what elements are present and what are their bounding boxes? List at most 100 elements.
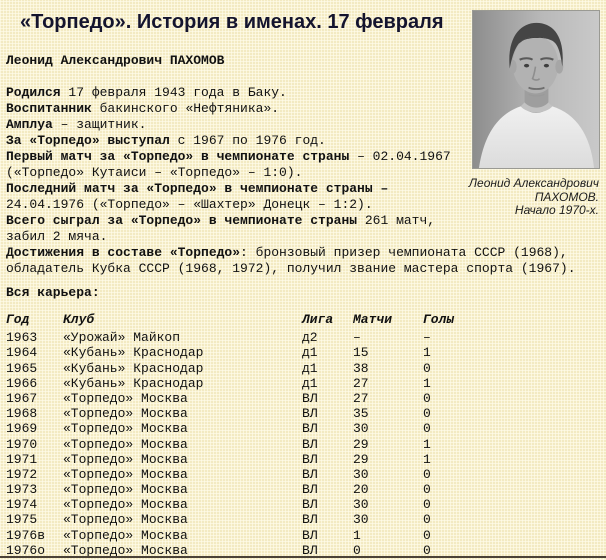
table-cell: 27: [353, 375, 369, 391]
table-row: 1976в «Торпедо» Москва ВЛ 1 0: [6, 528, 602, 543]
table-header-row: Год Клуб Лига Матчи Голы: [6, 312, 602, 327]
table-cell: 0: [423, 421, 431, 437]
bio-segment: Всего сыграл за «Торпедо» в чемпионате с…: [6, 213, 358, 228]
table-cell: 0: [423, 512, 431, 528]
table-cell: «Торпедо» Москва: [63, 497, 188, 513]
bio-line: Родился 17 февраля 1943 года в Баку.: [6, 85, 576, 101]
table-cell: 1: [423, 345, 431, 361]
table-cell: 29: [353, 436, 369, 452]
table-cell: 1967: [6, 390, 38, 406]
table-cell: «Торпедо» Москва: [63, 512, 188, 528]
column-header: Лига: [302, 312, 334, 327]
table-cell: 15: [353, 345, 369, 361]
column-header: Голы: [423, 312, 455, 327]
table-cell: –: [353, 330, 361, 346]
table-cell: ВЛ: [302, 436, 318, 452]
bio-line: За «Торпедо» выступал с 1967 по 1976 год…: [6, 133, 576, 149]
bio-segment: : бронзовый призер чемпионата СССР (1968…: [240, 245, 568, 260]
bio-text: Леонид Александрович ПАХОМОВ Родился 17 …: [6, 53, 576, 277]
table-cell: 27: [353, 390, 369, 406]
bio-segment: Амплуа: [6, 117, 53, 132]
table-cell: ВЛ: [302, 497, 318, 513]
bio-segment: Леонид Александрович ПАХОМОВ: [6, 53, 225, 68]
column-header: Клуб: [63, 312, 95, 327]
table-cell: 1: [353, 527, 361, 543]
table-cell: 35: [353, 406, 369, 422]
photo-caption-line: ПАХОМОВ.: [534, 189, 599, 204]
bio-line: Всего сыграл за «Торпедо» в чемпионате с…: [6, 213, 576, 229]
photo-caption: Леонид Александрович ПАХОМОВ. Начало 1970-…: [409, 176, 599, 218]
photo-caption-line: Начало 1970-х.: [514, 203, 599, 217]
table-row: 1964 «Кубань» Краснодар д1 15 1: [6, 345, 602, 360]
table-row: 1973 «Торпедо» Москва ВЛ 20 0: [6, 482, 602, 497]
table-cell: 30: [353, 466, 369, 482]
table-cell: 1: [423, 436, 431, 452]
table-cell: ВЛ: [302, 406, 318, 422]
table-cell: 1976о: [6, 542, 46, 558]
table-cell: 1970: [6, 436, 38, 452]
table-cell: 1976в: [6, 527, 46, 543]
bio-segment: За «Торпедо» выступал: [6, 133, 170, 148]
table-row: 1968 «Торпедо» Москва ВЛ 35 0: [6, 406, 602, 421]
bio-line: забил 2 мяча.: [6, 229, 576, 245]
table-cell: 30: [353, 497, 369, 513]
table-cell: 1968: [6, 406, 38, 422]
table-cell: «Кубань» Краснодар: [63, 360, 204, 376]
table-cell: ВЛ: [302, 527, 318, 543]
bio-segment: забил 2 мяча.: [6, 229, 108, 244]
bio-line: [6, 69, 576, 85]
table-cell: д1: [302, 345, 318, 361]
table-cell: «Торпедо» Москва: [63, 482, 188, 498]
bio-segment: 24.04.1976 («Торпедо» – «Шахтер» Донецк …: [6, 197, 373, 212]
table-row: 1965 «Кубань» Краснодар д1 38 0: [6, 361, 602, 376]
table-cell: 1972: [6, 466, 38, 482]
table-cell: 0: [423, 482, 431, 498]
bio-segment: Последний матч за «Торпедо» в чемпионате…: [6, 181, 389, 196]
table-cell: «Торпедо» Москва: [63, 466, 188, 482]
table-row: 1971 «Торпедо» Москва ВЛ 29 1: [6, 452, 602, 467]
bio-line: Воспитанник бакинского «Нефтяника».: [6, 101, 576, 117]
table-cell: «Торпедо» Москва: [63, 542, 188, 558]
table-cell: ВЛ: [302, 466, 318, 482]
career-heading: Вся карьера:: [6, 285, 100, 300]
table-cell: 30: [353, 512, 369, 528]
table-cell: 0: [353, 542, 361, 558]
table-row: 1966 «Кубань» Краснодар д1 27 1: [6, 376, 602, 391]
bio-segment: обладатель Кубка СССР (1968, 1972), полу…: [6, 261, 576, 276]
table-cell: ВЛ: [302, 390, 318, 406]
bio-line: Последний матч за «Торпедо» в чемпионате…: [6, 181, 576, 197]
table-cell: 0: [423, 542, 431, 558]
bio-segment: с 1967 по 1976 год.: [169, 133, 326, 148]
table-cell: 1: [423, 375, 431, 391]
bio-segment: («Торпедо» Кутаиси – «Торпедо» – 1:0).: [6, 165, 303, 180]
table-cell: 1969: [6, 421, 38, 437]
table-cell: ВЛ: [302, 451, 318, 467]
bio-segment: – защитник.: [52, 117, 147, 132]
table-row: 1975 «Торпедо» Москва ВЛ 30 0: [6, 512, 602, 527]
table-row: 1974 «Торпедо» Москва ВЛ 30 0: [6, 497, 602, 512]
table-row: 1972 «Торпедо» Москва ВЛ 30 0: [6, 467, 602, 482]
table-cell: «Урожай» Майкоп: [63, 330, 181, 346]
table-cell: «Торпедо» Москва: [63, 421, 188, 437]
table-row: 1967 «Торпедо» Москва ВЛ 27 0: [6, 391, 602, 406]
table-cell: 0: [423, 497, 431, 513]
table-cell: «Торпедо» Москва: [63, 451, 188, 467]
table-cell: 1973: [6, 482, 38, 498]
table-cell: д1: [302, 360, 318, 376]
table-cell: 1: [423, 451, 431, 467]
bio-segment: Родился: [6, 85, 61, 100]
bio-segment: бакинского «Нефтяника».: [91, 101, 280, 116]
table-cell: ВЛ: [302, 482, 318, 498]
column-header: Матчи: [353, 312, 393, 327]
table-cell: 29: [353, 451, 369, 467]
table-cell: 38: [353, 360, 369, 376]
bio-line: Амплуа – защитник.: [6, 117, 576, 133]
bio-segment: 17 февраля 1943 года в Баку.: [60, 85, 287, 100]
table-cell: 1971: [6, 451, 38, 467]
table-cell: 1974: [6, 497, 38, 513]
table-cell: 1965: [6, 360, 38, 376]
table-cell: 1975: [6, 512, 38, 528]
bio-line: («Торпедо» Кутаиси – «Торпедо» – 1:0).: [6, 165, 576, 181]
table-cell: «Торпедо» Москва: [63, 406, 188, 422]
